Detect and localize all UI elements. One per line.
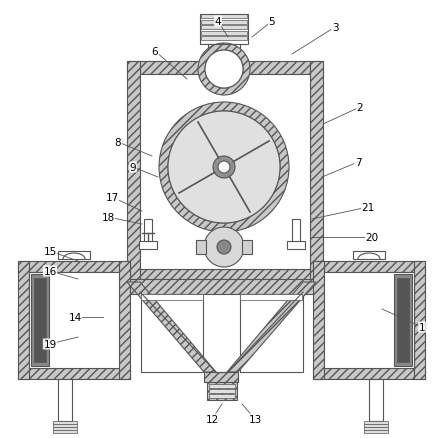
Text: 5: 5 — [269, 17, 275, 27]
Text: 19: 19 — [43, 339, 57, 349]
Bar — [242, 240, 252, 254]
Text: 4: 4 — [215, 17, 222, 27]
Circle shape — [205, 51, 243, 89]
Text: 12: 12 — [206, 414, 219, 424]
Bar — [397, 279, 409, 362]
Text: 7: 7 — [355, 158, 361, 168]
Circle shape — [217, 240, 231, 254]
Polygon shape — [127, 283, 216, 372]
Text: 2: 2 — [357, 103, 363, 113]
Circle shape — [168, 112, 280, 223]
Bar — [127, 269, 323, 283]
Bar — [209, 394, 235, 398]
Wedge shape — [159, 103, 289, 233]
Circle shape — [213, 157, 235, 179]
Text: 6: 6 — [152, 47, 158, 57]
Bar — [196, 240, 206, 254]
Bar — [53, 430, 77, 433]
Bar — [324, 272, 414, 368]
Text: 17: 17 — [105, 193, 119, 202]
Bar — [53, 421, 77, 424]
Bar — [50, 279, 393, 294]
Bar — [201, 26, 247, 30]
Bar — [141, 294, 203, 300]
Bar — [34, 279, 46, 362]
Bar — [209, 384, 235, 388]
Bar — [364, 430, 388, 433]
Bar — [58, 251, 90, 259]
Bar — [207, 382, 237, 400]
Circle shape — [218, 162, 230, 173]
Bar — [18, 368, 130, 379]
Bar — [208, 45, 240, 65]
Bar — [201, 32, 247, 35]
Text: 8: 8 — [115, 138, 121, 148]
Text: 18: 18 — [101, 212, 115, 223]
Bar — [394, 274, 412, 366]
Bar — [18, 261, 29, 379]
Bar — [287, 241, 305, 249]
Wedge shape — [198, 44, 250, 96]
Text: 21: 21 — [361, 202, 375, 212]
Bar — [204, 372, 238, 382]
Bar — [127, 62, 140, 283]
Bar — [58, 379, 72, 421]
Circle shape — [204, 227, 244, 267]
Text: 3: 3 — [332, 23, 338, 33]
Bar — [414, 261, 425, 379]
Bar — [31, 274, 49, 366]
Text: 20: 20 — [365, 233, 379, 243]
Bar — [18, 261, 130, 272]
Bar — [364, 424, 388, 427]
Bar — [240, 294, 303, 372]
Bar — [313, 368, 425, 379]
Text: 13: 13 — [249, 414, 262, 424]
Bar — [209, 389, 235, 393]
Bar — [364, 421, 388, 424]
Polygon shape — [227, 283, 316, 372]
Bar — [141, 294, 203, 372]
Bar — [53, 427, 77, 430]
Bar — [201, 21, 247, 25]
Bar — [201, 15, 247, 19]
Bar — [364, 427, 388, 430]
Bar — [313, 261, 324, 379]
Bar — [369, 379, 383, 421]
Bar — [240, 294, 302, 300]
Text: 16: 16 — [43, 266, 57, 276]
Bar — [292, 219, 300, 247]
Bar — [127, 62, 323, 75]
Bar — [53, 424, 77, 427]
Bar — [140, 75, 310, 269]
Bar — [200, 15, 248, 45]
Bar — [29, 272, 119, 368]
Bar — [139, 241, 157, 249]
Bar — [310, 62, 323, 283]
Text: 15: 15 — [43, 247, 57, 256]
Text: 9: 9 — [130, 162, 136, 173]
Text: 14: 14 — [68, 312, 82, 322]
Bar — [353, 251, 385, 259]
Bar — [119, 261, 130, 379]
Bar — [313, 261, 425, 272]
Text: 1: 1 — [419, 322, 425, 332]
Bar — [201, 37, 247, 41]
Bar — [144, 219, 152, 247]
